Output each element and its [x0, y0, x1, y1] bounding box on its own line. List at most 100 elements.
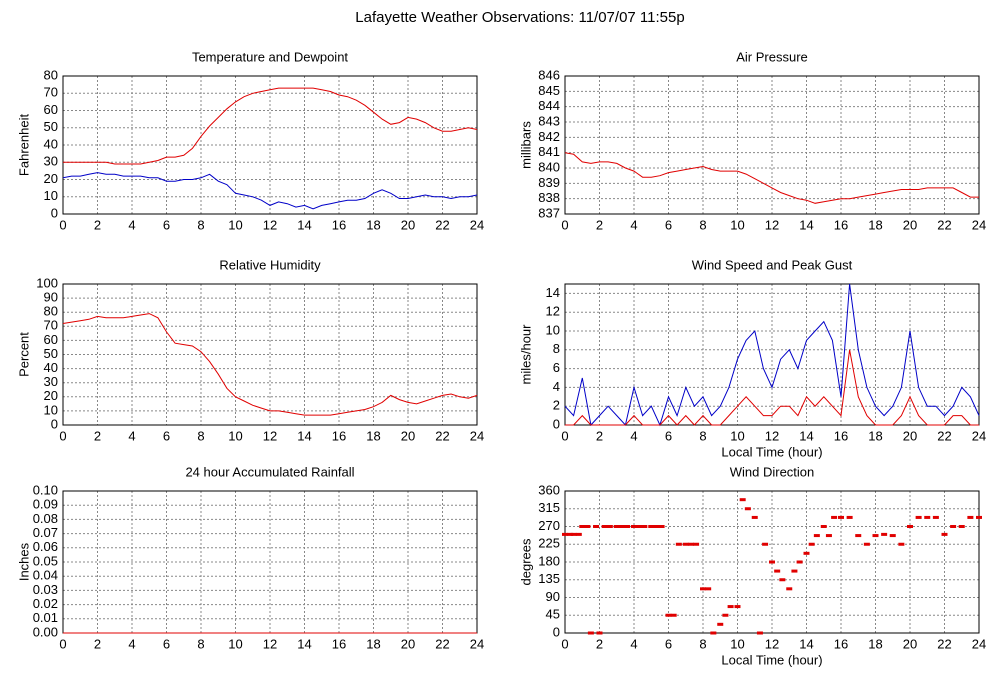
x-tick-label: 10: [228, 636, 242, 651]
x-tick-label: 8: [197, 217, 204, 232]
x-tick-label: 20: [903, 636, 917, 651]
x-tick-label: 10: [228, 428, 242, 443]
x-tick-label: 6: [163, 217, 170, 232]
x-tick-label: 8: [699, 636, 706, 651]
x-tick-label: 8: [197, 636, 204, 651]
x-tick-label: 14: [297, 217, 311, 232]
point: [693, 542, 700, 546]
point: [648, 525, 655, 528]
chart-title: 24 hour Accumulated Rainfall: [185, 464, 354, 479]
y-tick-label: 840: [538, 159, 560, 174]
y-tick-label: 90: [44, 290, 58, 305]
x-tick-label: 22: [435, 636, 449, 651]
x-tick-label: 0: [561, 636, 568, 651]
x-axis-label: Local Time (hour): [721, 652, 822, 667]
point: [932, 515, 939, 519]
y-tick-label: 60: [44, 102, 58, 117]
y-tick-label: 0.04: [33, 568, 58, 583]
x-tick-label: 14: [297, 428, 311, 443]
point: [924, 515, 931, 519]
point: [881, 532, 888, 536]
y-tick-label: 70: [44, 85, 58, 100]
x-tick-label: 4: [128, 636, 135, 651]
point: [898, 542, 905, 546]
plot-frame: [564, 75, 980, 215]
x-tick-label: 16: [834, 428, 848, 443]
y-tick-label: 0.09: [33, 497, 58, 512]
y-tick-label: 270: [538, 518, 560, 533]
x-tick-label: 16: [332, 428, 346, 443]
series-line: [564, 283, 980, 427]
point: [825, 534, 832, 538]
point: [813, 534, 820, 538]
y-axis-label: Inches: [16, 542, 31, 581]
point: [803, 551, 810, 555]
point: [658, 525, 665, 528]
point: [722, 613, 729, 617]
point: [682, 542, 689, 546]
point: [710, 631, 717, 635]
series-line: [564, 152, 979, 204]
y-tick-label: 0.07: [33, 525, 58, 540]
x-tick-label: 24: [470, 636, 484, 651]
point: [631, 525, 637, 528]
y-tick-label: 0.02: [33, 596, 58, 611]
y-tick-label: 839: [538, 175, 560, 190]
y-tick-label: 0.00: [33, 624, 58, 639]
point: [808, 542, 815, 546]
x-tick-label: 24: [972, 428, 986, 443]
y-tick-label: 60: [44, 332, 58, 347]
x-tick-label: 6: [163, 428, 170, 443]
y-tick-label: 10: [44, 402, 58, 417]
x-tick-label: 14: [799, 428, 813, 443]
chart-title: Wind Direction: [730, 464, 815, 479]
y-tick-label: 842: [538, 129, 560, 144]
plot-frame: [62, 283, 478, 426]
x-tick-label: 4: [128, 217, 135, 232]
x-tick-label: 12: [263, 636, 277, 651]
point: [567, 532, 574, 536]
point: [687, 542, 694, 546]
point: [967, 515, 974, 519]
y-tick-label: 40: [44, 136, 58, 151]
point: [624, 525, 631, 528]
y-tick-label: 225: [538, 536, 560, 551]
y-tick-label: 315: [538, 500, 560, 515]
y-tick-label: 30: [44, 374, 58, 389]
y-tick-label: 50: [44, 346, 58, 361]
x-tick-label: 24: [470, 217, 484, 232]
y-tick-label: 40: [44, 360, 58, 375]
x-tick-label: 12: [263, 217, 277, 232]
y-axis-label: millibars: [518, 121, 533, 169]
point: [593, 525, 600, 528]
x-tick-label: 0: [561, 428, 568, 443]
x-tick-label: 20: [401, 636, 415, 651]
y-tick-label: 360: [538, 482, 560, 497]
y-tick-label: 90: [546, 589, 560, 604]
x-tick-label: 2: [596, 217, 603, 232]
y-tick-label: 45: [546, 607, 560, 622]
x-tick-label: 14: [297, 636, 311, 651]
point: [727, 605, 734, 609]
x-tick-label: 12: [263, 428, 277, 443]
point: [596, 631, 603, 635]
point: [958, 525, 965, 528]
point: [584, 525, 591, 528]
x-tick-label: 22: [937, 217, 951, 232]
x-tick-label: 18: [366, 217, 380, 232]
x-tick-label: 4: [630, 217, 637, 232]
y-tick-label: 0: [51, 416, 58, 431]
x-tick-label: 10: [228, 217, 242, 232]
y-tick-label: 846: [538, 67, 560, 82]
point: [838, 515, 844, 519]
point: [774, 569, 781, 573]
y-tick-label: 844: [538, 98, 560, 113]
x-tick-label: 16: [332, 217, 346, 232]
y-tick-label: 30: [44, 154, 58, 169]
chart-title: Temperature and Dewpoint: [192, 49, 348, 64]
point: [641, 525, 648, 528]
y-tick-label: 2: [553, 398, 560, 413]
point: [575, 532, 582, 536]
point: [863, 542, 870, 546]
